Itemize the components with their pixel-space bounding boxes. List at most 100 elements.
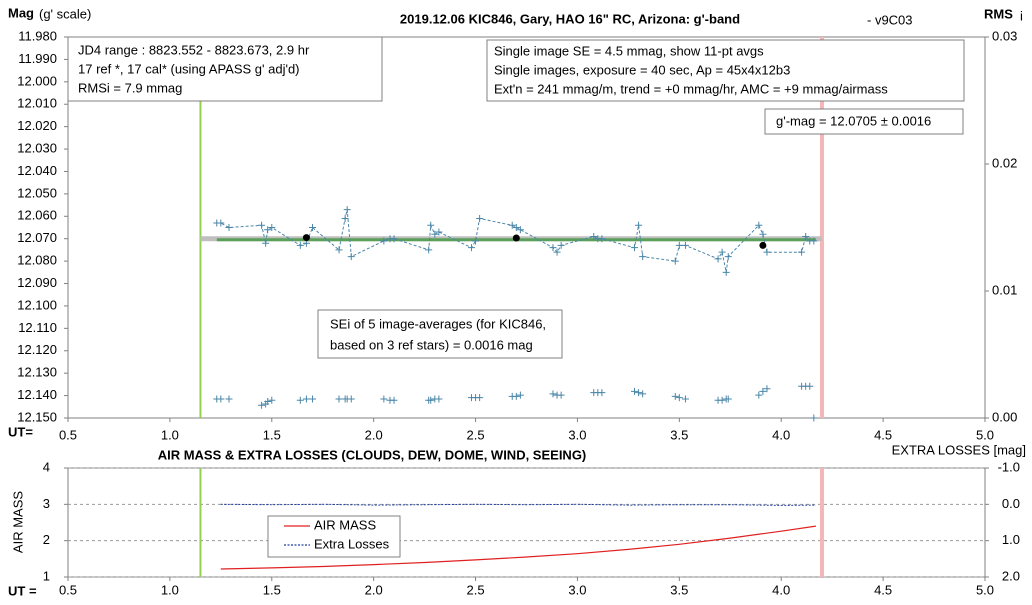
data-point [347, 395, 355, 403]
data-point [714, 255, 722, 263]
y2-tick-label: -1.0 [998, 459, 1020, 474]
y2-axis-label: RMS [984, 6, 1013, 21]
data-point [810, 237, 818, 245]
y2-tick-label: 0.03 [992, 28, 1017, 43]
data-point [476, 394, 484, 402]
x-axis-label: UT = [8, 583, 37, 598]
annotation-box [317, 309, 563, 359]
data-point [516, 391, 524, 399]
data-point [755, 391, 763, 399]
data-point [302, 395, 310, 403]
data-point [309, 395, 317, 403]
data-point [598, 389, 606, 397]
y-tick-label: 2 [43, 532, 50, 547]
data-point [296, 241, 304, 249]
y-tick-label: 11.980 [18, 28, 57, 43]
y2-tick-label: 0.00 [992, 409, 1017, 424]
data-point [549, 244, 557, 252]
series-line [220, 503, 816, 506]
y-tick-label: 12.030 [17, 140, 57, 155]
data-point [553, 248, 561, 256]
y-tick-label: 12.070 [17, 230, 57, 245]
data-point [380, 395, 388, 403]
x-tick-label: 2.0 [365, 427, 383, 442]
x-tick-label: 2.5 [467, 427, 485, 442]
y-axis-label: AIR MASS [10, 491, 25, 553]
y-tick-label: 12.010 [17, 96, 57, 111]
x-tick-label: 3.0 [568, 427, 586, 442]
data-point [681, 395, 689, 403]
y2-tick-label: 2.0 [1002, 568, 1020, 583]
data-point [476, 215, 484, 223]
annotation-text: Ext'n = 241 mmag/m, trend = +0 mmag/hr, … [494, 81, 888, 96]
y-tick-label: 12.100 [17, 297, 57, 312]
y-tick-label: 12.130 [17, 365, 57, 380]
series-line [220, 525, 816, 570]
annotation-box [486, 39, 965, 102]
annotation-text: SEi of 5 image-averages (for KIC846, [330, 316, 546, 331]
data-point [264, 397, 272, 405]
x-tick-label: 1.0 [161, 582, 179, 597]
data-point [264, 226, 272, 234]
data-point [763, 385, 771, 393]
legend-label: Extra Losses [314, 536, 390, 551]
annotation-box [67, 36, 383, 102]
y-tick-label: 12.110 [18, 320, 57, 335]
legend-box [267, 515, 401, 558]
data-point [675, 394, 683, 402]
data-point [425, 246, 433, 254]
x-tick-label: 3.5 [670, 427, 688, 442]
x-tick-label: 3.5 [670, 582, 688, 597]
data-point [335, 395, 343, 403]
annotation-text: RMSi = 7.9 mmag [78, 80, 182, 95]
data-point [675, 241, 683, 249]
data-point [635, 389, 643, 397]
data-point [390, 396, 398, 404]
x-tick-label: 0.5 [59, 427, 77, 442]
annotation-text: Single images, exposure = 40 sec, Ap = 4… [494, 62, 790, 77]
data-point [296, 396, 304, 404]
data-point [380, 237, 388, 245]
data-point [798, 248, 806, 256]
y2-tick-label: 0.0 [1002, 496, 1020, 511]
y-tick-label: 1 [43, 568, 50, 583]
x-tick-label: 2.0 [365, 582, 383, 597]
data-point [722, 268, 730, 276]
annotation-text: Single image SE = 4.5 mmag, show 11-pt a… [494, 43, 764, 58]
data-point [258, 221, 266, 229]
data-point [759, 387, 767, 395]
data-point [755, 221, 763, 229]
data-point [335, 246, 343, 254]
x-tick-label: 4.0 [772, 582, 790, 597]
data-point [549, 390, 557, 398]
data-point [268, 224, 276, 231]
data-point [258, 401, 266, 409]
average-point [512, 234, 520, 242]
y-tick-label: 12.040 [17, 163, 57, 178]
x-tick-label: 3.0 [568, 582, 586, 597]
data-point [802, 232, 810, 240]
y-tick-label: 12.150 [17, 409, 57, 424]
y-tick-label: 12.140 [17, 387, 57, 402]
chart-subtitle: - v9C03 [867, 12, 913, 27]
data-point [810, 414, 818, 422]
data-point [718, 248, 726, 256]
x-tick-label: 5.0 [976, 427, 994, 442]
data-point [724, 253, 732, 261]
y-tick-label: 12.120 [17, 342, 57, 357]
data-point [268, 396, 276, 404]
data-point [217, 395, 225, 403]
y-tick-label: 12.060 [17, 208, 57, 223]
y-axis-label-note: (g' scale) [39, 6, 91, 21]
x-tick-label: 5.0 [976, 582, 994, 597]
y-axis-label: Mag [8, 5, 34, 20]
data-point [472, 237, 480, 245]
x-tick-label: 0.5 [59, 582, 77, 597]
data-point [631, 244, 639, 252]
data-point [759, 230, 767, 238]
annotation-text: 17 ref *, 17 cal* (using APASS g' adj'd) [78, 61, 300, 76]
data-point [724, 395, 732, 403]
data-point [508, 221, 516, 229]
data-point [347, 253, 355, 261]
